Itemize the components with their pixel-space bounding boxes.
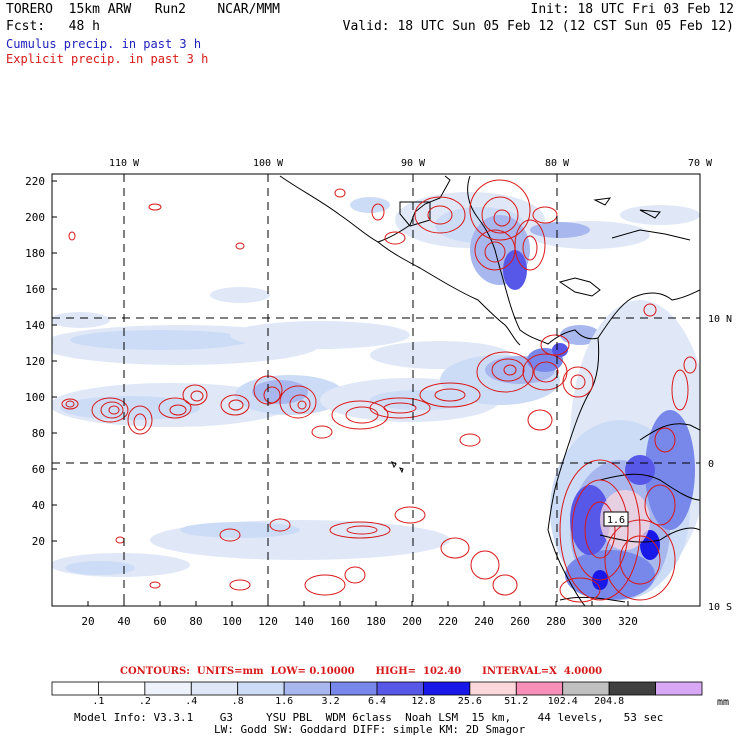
y-tick-label: 140 [25,319,45,332]
color-bar-label: 25.6 [457,696,482,707]
color-bar-label: .8 [231,696,244,707]
lat-label: 10 S [708,602,732,613]
x-tick-label: 100 [222,615,242,628]
x-tick-label: 20 [81,615,94,628]
x-tick-label: 120 [258,615,278,628]
color-bar-label: 3.2 [321,696,340,707]
cumulus-precip-shading [52,192,700,600]
color-bar-unit: mm [717,697,730,708]
x-tick-label: 200 [402,615,422,628]
lat-label: 0 [708,459,714,470]
lon-label: 80 W [545,158,570,169]
lon-label: 70 W [688,158,713,169]
precip-map: 1.6 110 W 100 W 90 W 80 W 70 W 10 N 0 10… [25,158,732,628]
x-tick-label: 60 [153,615,166,628]
color-bar-swatch [469,681,517,696]
explicit-precip-contours [61,179,697,603]
lon-label: 100 W [253,158,284,169]
x-tick-label: 280 [546,615,566,628]
forecast-hour: Fcst: 48 h [6,19,100,34]
color-bar-label: 6.4 [367,696,387,707]
color-bar-swatch [98,681,146,696]
color-bar-label: 102.4 [547,696,578,707]
y-tick-label: 80 [32,427,45,440]
lon-labels: 110 W 100 W 90 W 80 W 70 W [109,158,713,169]
y-tick-label: 200 [25,211,45,224]
color-bar-label: 204.8 [594,696,625,707]
x-tick-label: 300 [582,615,602,628]
color-bar-label: .2 [138,696,151,707]
coastlines [279,175,700,606]
run-title: TORERO 15km ARW Run2 NCAR/MMM [6,2,280,17]
lat-label: 10 N [708,314,732,325]
lat-lon-grid [52,174,700,606]
x-tick-label: 80 [189,615,202,628]
model-info-line1: Model Info: V3.3.1 G3 YSU PBL WDM 6class… [74,711,664,724]
color-bar-swatch [144,681,192,696]
color-bar-swatch [330,681,378,696]
cumulus-legend: Cumulus precip. in past 3 h [6,37,202,51]
y-tick-label: 180 [25,247,45,260]
color-bar-swatch [423,681,471,696]
color-bar-swatch [655,681,703,696]
x-tick-label: 320 [618,615,638,628]
color-bar-swatch [608,681,656,696]
color-bar-label: 1.6 [275,696,294,707]
color-bar-swatch [237,681,285,696]
y-tick-label: 160 [25,283,45,296]
color-bar-swatch [515,681,564,696]
contours-info: CONTOURS: UNITS=mm LOW= 0.10000 HIGH= 10… [120,666,603,677]
y-tick-label: 120 [25,355,45,368]
color-bar-swatch [562,681,610,696]
color-bar-labels: .1 .2 .4 .8 1.6 3.2 6.4 12.8 25.6 51.2 102.4 204.8 [0,696,740,710]
x-tick-label: 220 [438,615,458,628]
x-tick-label: 240 [474,615,494,628]
y-tick-label: 60 [32,463,45,476]
x-tick-label: 160 [330,615,350,628]
lon-label: 110 W [109,158,140,169]
x-axis-ticks: 20 40 60 80 100 120 140 160 180 200 220 240 260 280 30… [81,601,638,628]
color-bar-label: 12.8 [411,696,436,707]
x-tick-label: 260 [510,615,530,628]
color-bar-label: .1 [92,696,105,707]
y-tick-label: 100 [25,391,45,404]
y-tick-label: 20 [32,535,45,548]
color-bar [51,681,703,696]
init-time: Init: 18 UTC Fri 03 Feb 12 [530,2,735,17]
color-bar-label: 51.2 [504,696,529,707]
model-info-line2: LW: Godd SW: Goddard DIFF: simple KM: 2D… [214,723,526,736]
y-tick-label: 40 [32,499,45,512]
x-tick-label: 40 [117,615,130,628]
color-bar-swatch [376,681,424,696]
color-bar-label: .4 [185,696,198,707]
contour-label: 1.6 [607,515,625,526]
y-axis-ticks: 220 200 180 160 140 120 100 80 60 40 20 [25,175,57,548]
explicit-legend: Explicit precip. in past 3 h [6,52,209,66]
lat-labels: 10 N 0 10 S [708,314,732,613]
lon-label: 90 W [401,158,426,169]
x-tick-label: 140 [294,615,314,628]
contour-label-box [603,511,629,527]
color-bar-swatch [190,681,239,696]
y-tick-label: 220 [25,175,45,188]
color-bar-swatch [283,681,331,696]
color-bar-swatch [51,681,99,696]
x-tick-label: 180 [366,615,386,628]
valid-time: Valid: 18 UTC Sun 05 Feb 12 (12 CST Sun … [342,19,734,34]
